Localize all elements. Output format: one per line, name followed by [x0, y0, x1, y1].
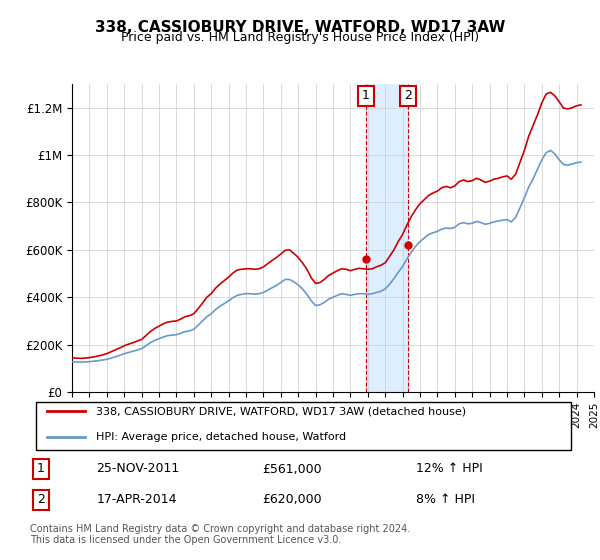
Text: 17-APR-2014: 17-APR-2014 [96, 493, 177, 506]
Text: 12% ↑ HPI: 12% ↑ HPI [416, 463, 483, 475]
Text: 2: 2 [37, 493, 45, 506]
Text: HPI: Average price, detached house, Watford: HPI: Average price, detached house, Watf… [96, 432, 346, 442]
FancyBboxPatch shape [35, 402, 571, 450]
Text: 1: 1 [37, 463, 45, 475]
Text: 2: 2 [404, 90, 412, 102]
Text: 1: 1 [362, 90, 370, 102]
Text: Price paid vs. HM Land Registry's House Price Index (HPI): Price paid vs. HM Land Registry's House … [121, 31, 479, 44]
Text: 338, CASSIOBURY DRIVE, WATFORD, WD17 3AW (detached house): 338, CASSIOBURY DRIVE, WATFORD, WD17 3AW… [96, 407, 466, 417]
Text: Contains HM Land Registry data © Crown copyright and database right 2024.
This d: Contains HM Land Registry data © Crown c… [30, 524, 410, 545]
Text: £620,000: £620,000 [262, 493, 322, 506]
Text: 25-NOV-2011: 25-NOV-2011 [96, 463, 179, 475]
Text: 8% ↑ HPI: 8% ↑ HPI [416, 493, 475, 506]
Text: £561,000: £561,000 [262, 463, 322, 475]
Text: 338, CASSIOBURY DRIVE, WATFORD, WD17 3AW: 338, CASSIOBURY DRIVE, WATFORD, WD17 3AW [95, 20, 505, 35]
Bar [366, 84, 408, 392]
